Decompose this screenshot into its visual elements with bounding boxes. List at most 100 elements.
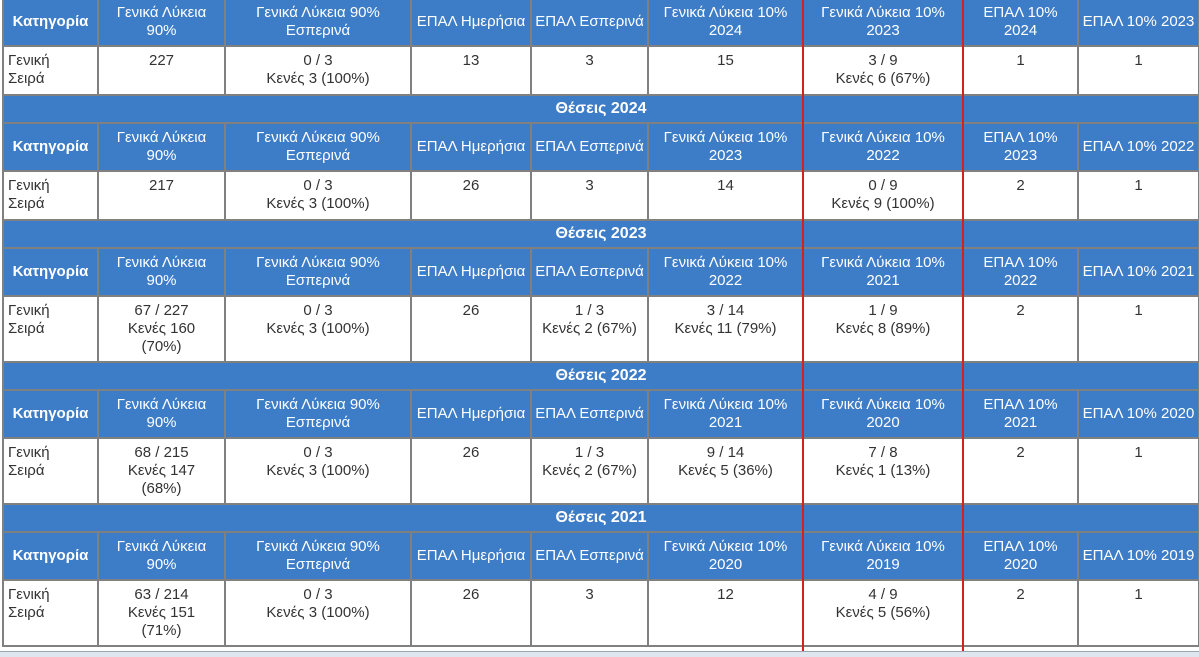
cell-line: 1 [1134,177,1143,194]
cell-line: 4 / 9 [868,586,898,603]
cell-line: Σειρά [8,320,45,337]
cell-gl90: 227 [97,45,226,96]
section-header-row: Θέσεις 2021 [2,503,1199,533]
column-header-row: Κατηγορία Γενικά Λύκεια 90% Γενικά Λύκεια … [2,247,1199,297]
column-header-row: Κατηγορία Γενικά Λύκεια 90% Γενικά Λύκεια … [2,0,1199,47]
header-gl90: Γενικά Λύκεια 90% [97,0,226,47]
header-category: Κατηγορία [2,0,99,47]
header-epal10-a: ΕΠΑΛ 10% 2021 [962,389,1079,439]
cell-line: 0 / 3 [303,444,333,461]
cell-line: Κενές 3 (100%) [266,195,370,212]
header-gl10-b: Γενικά Λύκεια 10% 2019 [802,531,964,581]
cell-gl90-evening: 0 / 3 Κενές 3 (100%) [224,295,412,363]
cell-line: Κενές 11 (79%) [674,320,777,337]
header-epal10-a: ΕΠΑΛ 10% 2024 [962,0,1079,47]
cell-gl10-b: 4 / 9 Κενές 5 (56%) [802,579,964,647]
cell-line: Γενική [8,177,50,194]
header-epal-day: ΕΠΑΛ Ημερήσια [410,0,532,47]
cell-line: Γενική [8,302,50,319]
header-gl10-a: Γενικά Λύκεια 10% 2022 [647,247,804,297]
cell-line: 1 / 3 [574,302,605,319]
cell-category: Γενική Σειρά [2,295,99,363]
cell-line: 2 [1016,586,1025,603]
cell-line: 3 [585,586,594,603]
cell-line: 2 [1016,444,1025,461]
header-epal10-b: ΕΠΑΛ 10% 2022 [1077,122,1199,172]
header-gl90: Γενικά Λύκεια 90% [97,122,226,172]
section-title: Θέσεις 2021 [2,503,1199,533]
cell-line: Κενές 2 (67%) [542,462,637,479]
cell-line: Κενές 3 (100%) [266,462,370,479]
cell-line: 68 / 215 [134,444,189,461]
header-gl90-evening: Γενικά Λύκεια 90% Εσπερινά [224,389,412,439]
section-header-row: Θέσεις 2024 [2,94,1199,124]
cell-line: Κενές 151 [127,604,196,621]
cell-line: Σειρά [8,70,45,87]
header-epal-evening: ΕΠΑΛ Εσπερινά [530,122,649,172]
header-epal10-a: ΕΠΑΛ 10% 2020 [962,531,1079,581]
cell-line: Κενές 3 (100%) [266,70,370,87]
cell-gl90: 67 / 227 Κενές 160 (70%) [97,295,226,363]
cell-gl90-evening: 0 / 3 Κενές 3 (100%) [224,170,412,221]
header-gl90-evening: Γενικά Λύκεια 90% Εσπερινά [224,0,412,47]
cell-epal-day: 13 [410,45,532,96]
cell-line: 14 [717,177,734,194]
cell-epal-day: 26 [410,170,532,221]
cell-epal10-b: 1 [1077,437,1199,505]
cell-gl10-a: 3 / 14 Κενές 11 (79%) [647,295,804,363]
cell-epal10-b: 1 [1077,579,1199,647]
header-category: Κατηγορία [2,122,99,172]
table-row: Γενική Σειρά 63 / 214 Κενές 151 (71%) 0 / 3 Κε… [2,579,1199,647]
cell-line: Κενές 6 (67%) [835,70,931,87]
cell-gl10-b: 7 / 8 Κενές 1 (13%) [802,437,964,505]
cell-line: 1 / 9 [868,302,898,319]
cell-category: Γενική Σειρά [2,170,99,221]
cell-line: Γενική [8,586,50,603]
header-gl90: Γενικά Λύκεια 90% [97,389,226,439]
table-row: Γενική Σειρά 67 / 227 Κενές 160 (70%) 0 / 3 Κε… [2,295,1199,363]
cell-line: Σειρά [8,195,45,212]
cell-gl10-b: 3 / 9 Κενές 6 (67%) [802,45,964,96]
header-gl10-b: Γενικά Λύκεια 10% 2023 [802,0,964,47]
cell-line: Σειρά [8,604,45,621]
cell-line: 217 [148,177,175,194]
cell-line: 67 / 227 [134,302,189,319]
cell-line: 63 / 214 [134,586,189,603]
cell-epal10-b: 1 [1077,45,1199,96]
header-epal-evening: ΕΠΑΛ Εσπερινά [530,389,649,439]
header-epal10-a: ΕΠΑΛ 10% 2023 [962,122,1079,172]
cell-gl90-evening: 0 / 3 Κενές 3 (100%) [224,45,412,96]
cell-epal-evening: 3 [530,45,649,96]
cell-line: Κενές 8 (89%) [835,320,931,337]
cell-line: Γενική [8,444,50,461]
column-header-row: Κατηγορία Γενικά Λύκεια 90% Γενικά Λύκεια … [2,531,1199,581]
header-epal10-b: ΕΠΑΛ 10% 2020 [1077,389,1199,439]
header-epal10-b: ΕΠΑΛ 10% 2021 [1077,247,1199,297]
cell-epal-evening: 1 / 3 Κενές 2 (67%) [530,295,649,363]
cell-category: Γενική Σειρά [2,437,99,505]
cell-gl10-a: 9 / 14 Κενές 5 (36%) [647,437,804,505]
header-gl10-a: Γενικά Λύκεια 10% 2024 [647,0,804,47]
cell-line: Κενές 3 (100%) [266,604,370,621]
header-gl90-evening: Γενικά Λύκεια 90% Εσπερινά [224,122,412,172]
cell-epal10-a: 2 [962,295,1079,363]
column-header-row: Κατηγορία Γενικά Λύκεια 90% Γενικά Λύκεια … [2,122,1199,172]
section-title: Θέσεις 2023 [2,219,1199,249]
cell-gl90: 68 / 215 Κενές 147 (68%) [97,437,226,505]
cell-line: 227 [148,52,175,69]
cell-line: Κενές 9 (100%) [831,195,935,212]
section-title: Θέσεις 2024 [2,94,1199,124]
cell-line: 1 [1134,302,1143,319]
cell-epal-evening: 3 [530,579,649,647]
header-gl10-a: Γενικά Λύκεια 10% 2020 [647,531,804,581]
cell-epal10-b: 1 [1077,170,1199,221]
cell-category: Γενική Σειρά [2,45,99,96]
header-epal-day: ΕΠΑΛ Ημερήσια [410,247,532,297]
cell-line: 2 [1016,302,1025,319]
header-epal-day: ΕΠΑΛ Ημερήσια [410,531,532,581]
cell-line: Γενική [8,52,50,69]
cell-epal-day: 26 [410,437,532,505]
cell-line: 1 / 3 [574,444,605,461]
table-row: Γενική Σειρά 227 0 / 3 Κενές 3 (100%) 13 3 15 3 … [2,45,1199,96]
